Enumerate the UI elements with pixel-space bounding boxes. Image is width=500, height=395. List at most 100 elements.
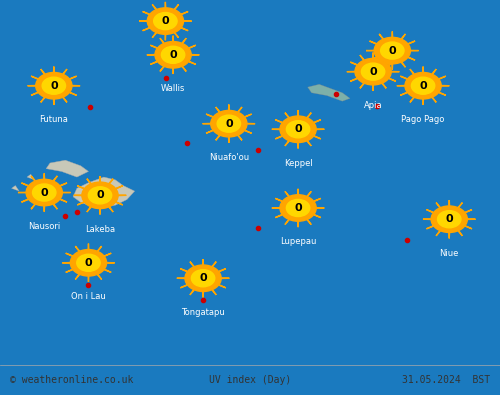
Text: 0: 0 [96,190,104,200]
Text: UV index (Day): UV index (Day) [209,375,291,385]
Circle shape [405,72,441,99]
Polygon shape [238,107,242,112]
Polygon shape [449,233,450,239]
Text: 0: 0 [388,45,396,56]
Polygon shape [172,36,174,41]
Circle shape [42,77,66,94]
Polygon shape [360,55,364,60]
Polygon shape [285,141,289,146]
Polygon shape [402,62,406,67]
Polygon shape [228,104,229,110]
Polygon shape [31,92,38,95]
Polygon shape [244,114,252,117]
Polygon shape [238,135,242,140]
Polygon shape [31,76,38,79]
Circle shape [185,265,221,292]
Polygon shape [307,191,311,196]
Polygon shape [165,35,166,40]
Circle shape [88,187,112,204]
Polygon shape [87,179,91,184]
Polygon shape [87,207,91,212]
Polygon shape [410,97,414,102]
Text: Lupepau: Lupepau [280,237,316,246]
Polygon shape [439,92,446,95]
Polygon shape [165,2,166,8]
Circle shape [192,270,215,287]
Polygon shape [379,34,384,39]
Polygon shape [307,113,311,118]
Polygon shape [18,192,26,193]
Polygon shape [316,129,324,130]
Polygon shape [442,85,450,86]
Polygon shape [104,269,111,273]
Polygon shape [392,71,400,72]
Text: Pago Pago: Pago Pago [402,115,445,124]
Text: Nausori: Nausori [28,222,60,231]
Text: 0: 0 [50,81,58,91]
Polygon shape [458,231,462,236]
Polygon shape [219,269,226,272]
Circle shape [155,41,191,68]
Polygon shape [74,195,82,196]
Polygon shape [408,57,415,60]
Text: 0: 0 [420,81,427,91]
Circle shape [355,58,391,85]
Polygon shape [206,130,213,133]
Polygon shape [314,214,321,218]
Polygon shape [314,120,321,123]
Polygon shape [98,275,102,279]
Polygon shape [389,62,396,65]
Text: Apia: Apia [364,101,382,110]
Polygon shape [104,253,111,256]
Polygon shape [76,275,80,279]
Polygon shape [160,66,164,71]
Text: Niuafo'ou: Niuafo'ou [209,153,249,162]
Polygon shape [172,68,174,74]
Polygon shape [397,85,404,86]
Text: Wallis: Wallis [161,84,186,93]
Circle shape [26,179,63,206]
Circle shape [217,115,240,132]
Polygon shape [458,203,462,208]
Polygon shape [40,97,45,102]
Polygon shape [142,28,150,31]
Circle shape [32,184,56,201]
Polygon shape [180,269,187,272]
Polygon shape [432,97,436,102]
Polygon shape [63,69,67,74]
Circle shape [431,206,468,233]
Polygon shape [276,136,282,139]
Polygon shape [436,203,440,208]
Polygon shape [60,183,67,186]
Polygon shape [244,130,252,133]
Polygon shape [22,183,29,186]
Polygon shape [423,219,430,220]
Polygon shape [190,261,194,267]
Polygon shape [314,136,321,139]
Polygon shape [206,114,213,117]
Polygon shape [109,207,113,212]
Polygon shape [389,78,396,81]
Circle shape [412,77,435,94]
Polygon shape [212,261,216,267]
Polygon shape [60,199,67,202]
Text: Keppel: Keppel [284,159,312,168]
Polygon shape [77,202,84,205]
Polygon shape [98,246,102,251]
Polygon shape [180,285,187,288]
Polygon shape [382,55,386,60]
Polygon shape [46,160,88,177]
Text: © weatheronline.co.uk: © weatheronline.co.uk [10,375,134,385]
Polygon shape [174,33,178,38]
Circle shape [286,121,310,138]
Polygon shape [76,246,80,251]
Polygon shape [72,85,80,86]
Polygon shape [360,83,364,88]
Polygon shape [465,210,472,213]
Polygon shape [272,129,280,130]
Polygon shape [70,76,76,79]
Circle shape [210,111,247,137]
Polygon shape [285,191,289,196]
Polygon shape [216,107,220,112]
Polygon shape [118,195,126,196]
